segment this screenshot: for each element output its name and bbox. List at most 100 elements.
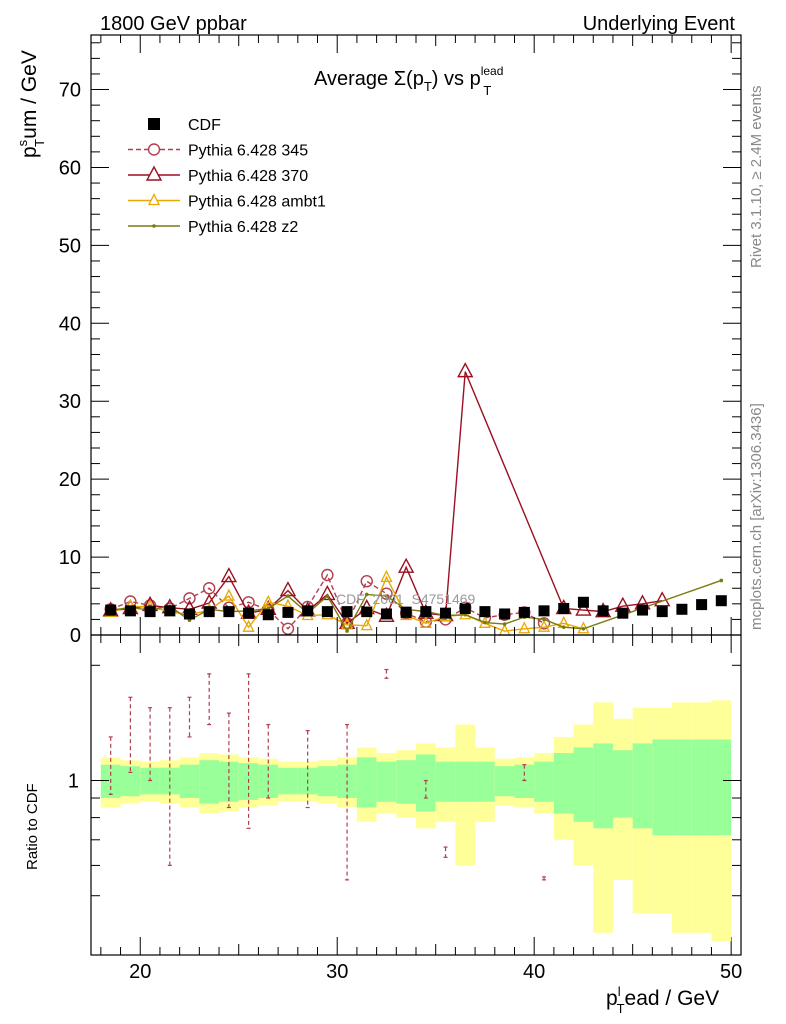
x-tick-label: 40 <box>523 961 545 983</box>
legend-marker <box>147 193 161 206</box>
series-point <box>518 621 531 634</box>
header-right: Underlying Event <box>583 13 736 35</box>
ratio-band-inner <box>475 761 495 802</box>
cdf-data-point <box>696 599 708 611</box>
cdf-data-point <box>538 605 550 617</box>
y-tick-label: 30 <box>59 391 81 413</box>
cdf-data-point <box>105 604 117 616</box>
cdf-data-point <box>321 606 333 618</box>
ratio-band-inner <box>317 766 338 797</box>
x-tick-label: 50 <box>720 961 742 983</box>
series-point <box>581 626 586 631</box>
series-point <box>262 594 275 607</box>
cdf-data-point <box>124 605 136 617</box>
x-label-base: p <box>606 987 618 1010</box>
rivet-label: Rivet 3.1.10, ≥ 2.4M events <box>748 86 765 269</box>
title-sup2: lead <box>481 64 504 78</box>
ratio-band-inner <box>514 764 535 799</box>
cdf-data-point <box>282 606 294 618</box>
y-tick-label: 0 <box>70 625 81 647</box>
ratio-band-inner <box>396 760 416 804</box>
cdf-data-point <box>715 595 727 607</box>
ratio-band-inner <box>691 739 712 836</box>
series-point <box>380 569 393 582</box>
points-layer <box>105 595 727 621</box>
ratio-band-inner <box>534 761 554 802</box>
legend-entry-label: Pythia 6.428 345 <box>188 143 308 160</box>
ratio-band-layer <box>100 700 732 942</box>
ratio-band-inner <box>455 761 476 802</box>
series-point <box>457 362 474 378</box>
series-point <box>575 600 592 616</box>
title-main: Average Σ(p <box>314 68 424 90</box>
series-point <box>502 622 507 626</box>
cdf-data-point <box>617 607 629 619</box>
cdf-data-point <box>380 608 392 620</box>
series-point <box>380 587 393 600</box>
ratio-band-inner <box>219 761 239 802</box>
y-label-sup: s <box>15 139 30 146</box>
title-sub2: T <box>483 83 491 98</box>
cdf-data-point <box>597 605 609 617</box>
series-point <box>419 615 432 628</box>
cdf-data-point <box>144 606 156 618</box>
cdf-data-point <box>341 606 353 618</box>
series-line <box>110 573 545 630</box>
cdf-data-point <box>577 596 589 608</box>
x-label-sup: l <box>618 984 621 999</box>
y-tick-label: 10 <box>59 547 81 569</box>
cdf-data-point <box>183 608 195 620</box>
x-label-sub: T <box>617 1001 625 1016</box>
x-axis-label: pl Tead / GeV <box>606 984 719 1016</box>
y-tick-label: 40 <box>59 313 81 335</box>
series-point <box>384 594 389 598</box>
y-label-rest: um / GeV <box>18 50 41 139</box>
legend-entry-label: CDF <box>188 117 221 134</box>
series-point <box>561 625 566 630</box>
series-point <box>719 578 724 583</box>
x-label-rest: ead / GeV <box>625 987 720 1010</box>
cdf-data-point <box>637 604 649 616</box>
chart-title: Average Σ(pT) vs plead T <box>314 64 503 98</box>
series-point <box>222 588 235 601</box>
ratio-band-inner <box>120 766 141 797</box>
series-point <box>325 594 330 598</box>
ratio-plot-area: 1 <box>68 634 742 956</box>
series-point <box>345 629 349 633</box>
series-point <box>364 592 369 597</box>
x-tick-label: 30 <box>326 961 348 983</box>
ratio-y-label: Ratio to CDF <box>24 783 41 870</box>
cdf-data-point <box>302 605 314 617</box>
y-tick-label: 20 <box>59 469 81 491</box>
cdf-data-point <box>420 606 432 618</box>
series-point <box>242 619 255 632</box>
legend-marker <box>152 224 156 228</box>
title-sub1: T <box>424 79 432 94</box>
series-point <box>360 575 373 588</box>
series-point <box>360 618 373 631</box>
ratio-band-inner <box>553 753 574 814</box>
cdf-data-point <box>479 606 491 618</box>
ratio-band-inner <box>672 739 692 836</box>
series-point <box>286 594 290 598</box>
ratio-band-inner <box>593 743 613 829</box>
main-plot-area: 0 10 20 30 40 50 60 70 20 30 40 50 <box>59 34 742 983</box>
series-point <box>483 620 487 625</box>
series-point <box>321 568 334 582</box>
series-point <box>319 585 336 601</box>
ratio-y-tick-label: 1 <box>68 771 79 793</box>
legend-entry-label: Pythia 6.428 ambt1 <box>188 194 326 211</box>
cdf-data-point <box>262 609 274 621</box>
mcplots-label: mcplots.cern.ch [arXiv:1306.3436] <box>748 403 765 630</box>
ratio-band-inner <box>179 764 200 799</box>
cdf-data-point <box>676 603 688 615</box>
legend: CDF Pythia 6.428 345 Pythia 6.428 370 Pythi… <box>128 117 326 236</box>
ratio-axis-ticks: 1 <box>68 664 741 897</box>
ratio-band-inner <box>199 760 220 804</box>
legend-entry-label: Pythia 6.428 370 <box>188 168 308 185</box>
ratio-points-layer <box>108 668 547 881</box>
series-point <box>183 592 196 605</box>
ratio-band-inner <box>632 743 653 829</box>
y-axis-label: ps Tum / GeV <box>15 50 47 158</box>
series-point <box>220 567 238 583</box>
